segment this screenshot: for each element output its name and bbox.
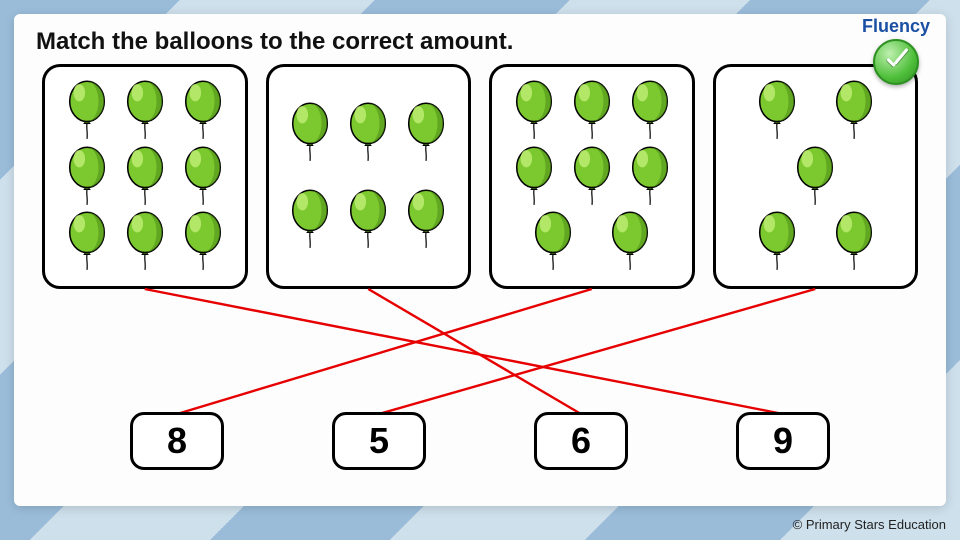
balloon-icon	[286, 188, 334, 252]
match-line	[177, 289, 592, 414]
copyright-text: © Primary Stars Education	[793, 517, 946, 532]
balloon-row	[724, 79, 908, 143]
balloon-icon	[286, 101, 334, 165]
check-icon	[873, 39, 919, 85]
worksheet-panel: Fluency Match the balloons to the correc…	[14, 14, 946, 506]
balloon-icon	[791, 145, 839, 209]
number-box[interactable]: 9	[736, 412, 830, 470]
balloon-icon	[121, 79, 169, 143]
balloon-row	[53, 145, 237, 209]
match-line	[379, 289, 815, 414]
balloon-row	[500, 145, 684, 209]
balloon-icon	[402, 101, 450, 165]
match-line	[145, 289, 783, 414]
balloon-row	[53, 210, 237, 274]
match-line	[368, 289, 581, 414]
balloon-row	[277, 188, 461, 252]
balloon-icon	[344, 188, 392, 252]
balloon-icon	[830, 210, 878, 274]
balloon-card[interactable]	[42, 64, 248, 289]
balloon-icon	[568, 79, 616, 143]
balloon-row	[500, 79, 684, 143]
balloon-icon	[63, 210, 111, 274]
instruction-text: Match the balloons to the correct amount…	[36, 28, 924, 56]
balloon-row	[724, 210, 908, 274]
balloon-row	[53, 79, 237, 143]
balloon-icon	[63, 79, 111, 143]
balloon-icon	[568, 145, 616, 209]
balloon-icon	[753, 79, 801, 143]
balloon-row	[277, 101, 461, 165]
balloon-icon	[510, 79, 558, 143]
balloon-icon	[63, 145, 111, 209]
balloon-icon	[121, 210, 169, 274]
number-box[interactable]: 5	[332, 412, 426, 470]
fluency-badge: Fluency	[862, 16, 930, 85]
balloon-icon	[344, 101, 392, 165]
balloon-row	[500, 210, 684, 274]
balloon-icon	[626, 145, 674, 209]
balloon-icon	[626, 79, 674, 143]
balloon-icon	[121, 145, 169, 209]
balloon-card[interactable]	[266, 64, 472, 289]
numbers-row: 8 5 6 9	[36, 412, 924, 470]
balloon-icon	[402, 188, 450, 252]
activity-stage: 8 5 6 9	[36, 64, 924, 488]
number-box[interactable]: 8	[130, 412, 224, 470]
balloon-icon	[753, 210, 801, 274]
balloon-icon	[179, 79, 227, 143]
balloon-icon	[830, 79, 878, 143]
balloon-icon	[179, 145, 227, 209]
fluency-label: Fluency	[862, 16, 930, 37]
balloon-row	[724, 145, 908, 209]
number-box[interactable]: 6	[534, 412, 628, 470]
balloon-icon	[606, 210, 654, 274]
balloon-cards-row	[36, 64, 924, 289]
balloon-icon	[529, 210, 577, 274]
balloon-card[interactable]	[713, 64, 919, 289]
balloon-icon	[179, 210, 227, 274]
balloon-card[interactable]	[489, 64, 695, 289]
balloon-icon	[510, 145, 558, 209]
